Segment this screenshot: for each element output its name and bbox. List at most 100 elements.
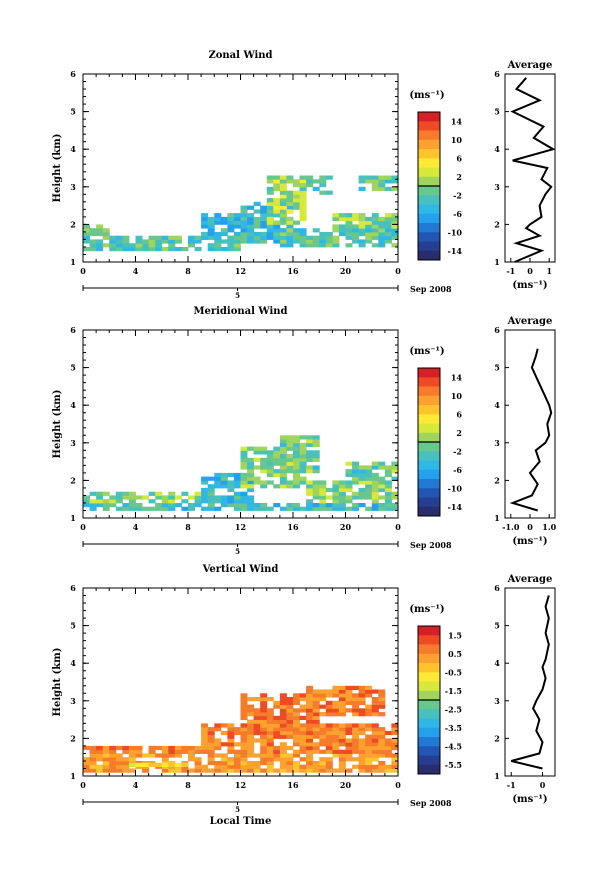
heatmap-cell (233, 491, 241, 496)
heatmap-cell (293, 183, 300, 188)
heatmap-cell (325, 757, 333, 762)
heatmap-cell (96, 224, 104, 229)
heatmap-cell (384, 179, 392, 184)
heatmap-cell (371, 179, 379, 184)
heatmap-cell (312, 480, 320, 485)
heatmap-cell (352, 503, 360, 508)
colorbar-swatch (418, 176, 440, 187)
heatmap-cell (306, 704, 314, 709)
colorbar-swatch (418, 204, 440, 215)
colorbar-label: -1.5 (445, 686, 462, 696)
heatmap-cell (312, 704, 320, 709)
heatmap-cell (299, 198, 307, 203)
heatmap-cell (260, 450, 268, 455)
heatmap-cell (293, 228, 300, 233)
heatmap-cell (358, 700, 366, 705)
heatmap-cell (319, 484, 327, 489)
heatmap-cell (365, 175, 373, 180)
heatmap-cell (279, 194, 287, 199)
heatmap-cell (279, 484, 287, 489)
heatmap-cell (247, 228, 255, 233)
heatmap-cell (83, 239, 90, 244)
heatmap-cell (358, 465, 366, 470)
heatmap-cell (352, 231, 360, 237)
heatmap-cell (299, 201, 307, 206)
heatmap-cell (83, 495, 90, 500)
heatmap-cell (247, 239, 255, 244)
heatmap-cell (391, 764, 399, 769)
heatmap-cell (378, 220, 386, 225)
heatmap-cell (214, 768, 222, 773)
heatmap-cell (338, 689, 346, 694)
y-tick-label: 5 (70, 363, 76, 373)
heatmap-cell (240, 749, 248, 754)
heatmap-cell (207, 243, 215, 248)
average-title: Average (507, 574, 553, 585)
heatmap-cell (371, 476, 379, 481)
heatmap-cell (279, 757, 287, 762)
heatmap-cell (227, 495, 235, 500)
heatmap-cell (293, 742, 300, 747)
heatmap-cell (312, 186, 320, 191)
colorbar-label: 6 (456, 409, 462, 419)
heatmap-cell (89, 228, 97, 233)
heatmap-cell (109, 247, 117, 252)
heatmap-cell (371, 186, 379, 191)
heatmap-cell (384, 487, 392, 493)
colorbar-swatch (418, 497, 440, 508)
heatmap-cell (306, 719, 314, 724)
heatmap-cell (227, 472, 235, 478)
heatmap-cell (102, 228, 110, 233)
heatmap-cell (227, 768, 235, 773)
heatmap-cell (115, 757, 123, 762)
heatmap-cell (279, 472, 287, 478)
average-title: Average (507, 60, 553, 71)
heatmap-cell (352, 491, 360, 496)
heatmap-cell (247, 503, 255, 508)
heatmap-cell (299, 764, 307, 769)
average-x-label: (ms⁻¹) (512, 536, 547, 547)
heatmap-cell (365, 484, 373, 489)
heatmap-cell (201, 727, 209, 732)
heatmap-cell (338, 495, 346, 500)
heatmap-cell (181, 247, 189, 252)
heatmap-cell (96, 749, 104, 754)
colorbar-swatch (418, 223, 440, 233)
heatmap-cell (365, 476, 373, 481)
heatmap-cell (115, 764, 123, 769)
heatmap-cell (247, 216, 255, 222)
heatmap-cell (358, 480, 366, 485)
heatmap-cell (358, 476, 366, 481)
heatmap-cell (358, 730, 366, 736)
heatmap-cell (371, 742, 379, 747)
heatmap-cell (306, 183, 314, 188)
heatmap-cell (378, 179, 386, 184)
heatmap-cell (299, 480, 307, 485)
heatmap-cell (240, 465, 248, 470)
heatmap-cell (306, 730, 314, 736)
heatmap-cell (319, 738, 327, 743)
heatmap-cell (391, 216, 399, 222)
heatmap-cell (345, 506, 353, 511)
heatmap-cell (122, 235, 130, 240)
heatmap-cell (391, 723, 399, 728)
heatmap-cell (358, 757, 366, 762)
heatmap-cell (115, 499, 123, 504)
heatmap-cell (207, 499, 215, 504)
heatmap-cell (253, 201, 261, 206)
heatmap-cell (352, 727, 360, 732)
heatmap-cell (273, 175, 281, 180)
heatmap-cell (181, 491, 189, 496)
heatmap-cell (306, 753, 314, 758)
heatmap-cell (371, 745, 379, 751)
heatmap-cell (109, 749, 117, 754)
heatmap-cell (240, 503, 248, 508)
heatmap-cell (345, 757, 353, 762)
heatmap-cell (201, 487, 209, 493)
heatmap-cell (168, 235, 176, 240)
heatmap-cell (319, 239, 327, 244)
heatmap-cell (155, 745, 163, 751)
heatmap-cell (266, 454, 274, 459)
heatmap-cell (325, 700, 333, 705)
colorbar-swatch (418, 112, 440, 122)
